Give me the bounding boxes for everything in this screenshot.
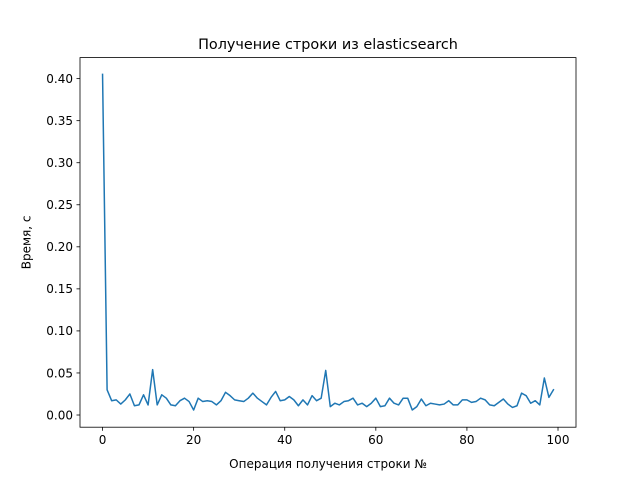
plot-area [80,57,576,428]
y-tick-label: 0.25 [46,198,73,212]
x-tick-label: 60 [368,433,383,447]
x-tick-label: 100 [547,433,570,447]
y-tick-label: 0.05 [46,366,73,380]
x-axis-label: Операция получения строки № [229,457,427,471]
x-tick-label: 80 [459,433,474,447]
y-tick-label: 0.30 [46,156,73,170]
y-axis-label: Время, с [20,216,34,270]
y-tick-label: 0.20 [46,240,73,254]
x-tick-label: 40 [277,433,292,447]
y-tick-label: 0.10 [46,324,73,338]
x-tick-label: 20 [186,433,201,447]
plot-frame [79,57,577,428]
x-tick-label: 0 [99,433,107,447]
y-tick-label: 0.35 [46,114,73,128]
y-axis-ticks: 0.00 0.05 0.10 0.15 0.20 0.25 0.30 0.35 0.40 [46,72,80,422]
series-line [101,73,555,411]
x-axis-ticks: 0 20 40 60 80 100 [99,427,570,447]
chart-title: Получение строки из elasticsearch [198,37,458,53]
y-tick-label: 0.00 [46,408,73,422]
y-tick-label: 0.40 [46,72,73,86]
y-tick-label: 0.15 [46,282,73,296]
